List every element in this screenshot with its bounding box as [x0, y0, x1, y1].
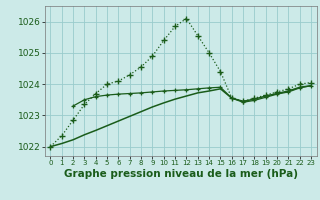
X-axis label: Graphe pression niveau de la mer (hPa): Graphe pression niveau de la mer (hPa) — [64, 169, 298, 179]
